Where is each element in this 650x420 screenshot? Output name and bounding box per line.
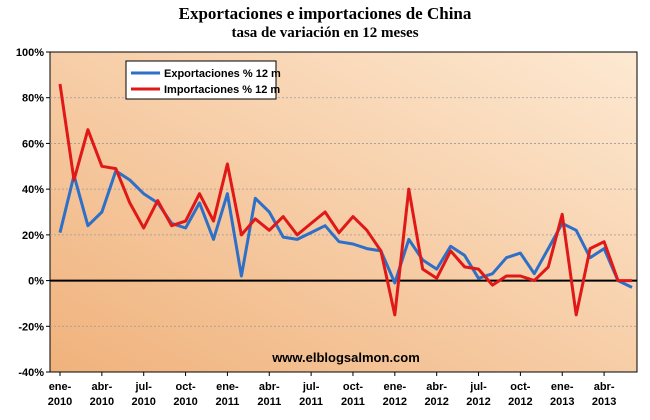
x-tick-label-year: 2010 (173, 396, 197, 408)
legend-item-importaciones: Importaciones % 12 m (164, 84, 280, 96)
x-tick-label-month: jul- (134, 381, 152, 393)
y-tick-label: 40% (22, 184, 44, 196)
x-tick-label-year: 2012 (508, 396, 532, 408)
legend-item-exportaciones: Exportaciones % 12 m (164, 68, 281, 80)
x-tick-label-year: 2013 (550, 396, 574, 408)
x-tick-label-year: 2012 (466, 396, 490, 408)
x-tick-label-year: 2010 (90, 396, 114, 408)
x-tick-label-month: ene- (551, 381, 574, 393)
y-tick-label: 20% (22, 230, 44, 242)
x-tick-label-year: 2010 (131, 396, 155, 408)
x-tick-label-month: abr- (594, 381, 615, 393)
x-tick-label-year: 2011 (299, 396, 323, 408)
x-tick-label-month: abr- (259, 381, 280, 393)
plot-area (49, 51, 638, 373)
x-tick-label-year: 2013 (592, 396, 616, 408)
x-tick-label-year: 2011 (341, 396, 365, 408)
y-tick-label: 60% (22, 138, 44, 150)
y-tick-label: 0% (28, 276, 44, 288)
chart-title: Exportaciones e importaciones de China (178, 4, 472, 23)
series-line-importaciones (58, 83, 632, 317)
x-tick-label-year: 2010 (48, 396, 72, 408)
x-tick-label-month: jul- (469, 381, 487, 393)
legend-box (125, 60, 277, 100)
x-tick-label-month: jul- (302, 381, 320, 393)
y-tick-label: 100% (16, 47, 44, 59)
x-tick-label-month: oct- (175, 381, 196, 393)
y-tick-label: 80% (22, 93, 44, 105)
y-tick-label: -40% (18, 367, 44, 379)
x-tick-label-year: 2011 (257, 396, 281, 408)
y-tick-label: -20% (18, 321, 44, 333)
x-tick-label-month: abr- (426, 381, 447, 393)
x-tick-label-month: ene- (384, 381, 407, 393)
chart-subtitle: tasa de variación en 12 meses (231, 25, 419, 41)
series-line-exportaciones (58, 169, 633, 289)
x-tick-label-year: 2012 (383, 396, 407, 408)
watermark-text: www.elblogsalmon.com (271, 350, 420, 365)
x-tick-label-year: 2011 (215, 396, 239, 408)
x-tick-label-month: oct- (510, 381, 531, 393)
x-tick-label-month: ene- (49, 381, 72, 393)
x-tick-label-month: oct- (343, 381, 364, 393)
x-tick-label-month: ene- (216, 381, 239, 393)
x-tick-label-month: abr- (91, 381, 112, 393)
x-tick-label-year: 2012 (424, 396, 448, 408)
